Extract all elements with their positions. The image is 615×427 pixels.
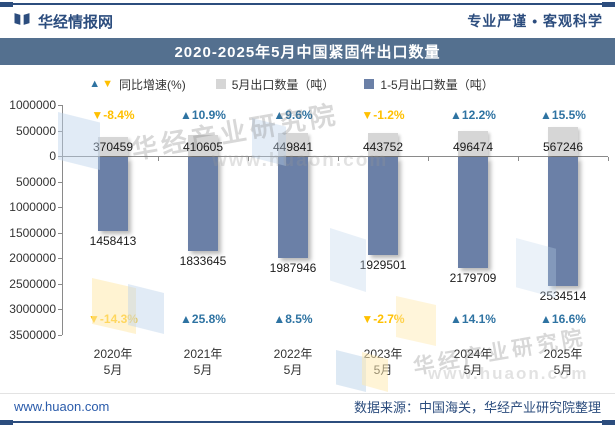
footer-site-link[interactable]: www.huaon.com [14,398,110,414]
jan-may-growth-label: ▲25.8% [180,312,226,326]
may-growth-label: ▲10.9% [180,108,226,122]
may-growth-label: ▲12.2% [450,108,496,122]
y-tick [58,283,62,285]
y-axis-line [62,105,63,335]
gray-swatch-icon [215,79,226,89]
legend-growth-label: 同比增速(%) [119,77,186,92]
jan-may-export-value: 2179709 [449,271,497,286]
y-tick [58,156,62,157]
x-axis-label: 2025年 5月 [543,347,583,377]
may-export-value: 410605 [182,140,224,154]
may-growth-label: ▼-1.2% [361,108,405,122]
y-axis-label: 1500000 [9,225,56,240]
top-border [0,1,615,7]
x-axis-label: 2021年 5月 [183,347,223,377]
may-export-bar [278,133,308,156]
may-export-bar [548,127,578,156]
may-growth-label: ▲15.5% [540,108,586,122]
legend-item-growth[interactable]: ▲ ▼ 同比增速(%) [89,76,185,93]
header: 华经情报网 专业严谨 • 客观科学 [0,8,615,34]
jan-may-growth-label: ▼-14.3% [88,312,138,326]
y-axis-label: 0 [49,149,56,163]
down-triangle-icon: ▼ [102,77,114,90]
jan-may-export-bar [368,157,398,256]
may-growth-label: ▼-8.4% [91,108,135,122]
y-axis-label: 500000 [15,123,56,138]
may-export-bar [458,130,488,156]
legend-may-label: 5月出口数量（吨） [231,77,335,92]
bottom-border-right-cap [602,419,615,425]
legend-item-may[interactable]: 5月出口数量（吨） [215,76,335,93]
jan-may-export-bar [188,157,218,251]
y-axis-label: 2500000 [9,276,56,291]
x-axis-label: 2023年 5月 [363,347,403,377]
legend-item-jan-may[interactable]: 1-5月出口数量（吨） [364,76,494,93]
brand[interactable]: 华经情报网 [12,10,113,32]
boundary-tick [518,157,519,161]
jan-may-export-value: 2534514 [539,289,587,304]
boundary-tick [248,157,249,161]
boundary-tick [608,157,609,161]
may-export-bar [368,133,398,156]
jan-may-export-bar [458,157,488,269]
may-export-value: 370459 [92,140,134,154]
jan-may-export-bar [98,157,128,232]
up-triangle-icon: ▲ [89,77,101,90]
may-export-value: 496474 [452,140,494,154]
footer: www.huaon.com 数据来源：中国海关，华经产业研究院整理 [0,393,615,418]
y-axis-label: 1000000 [9,98,56,112]
blue-swatch-icon [364,79,375,89]
y-tick [58,232,62,234]
may-export-value: 567246 [542,140,584,154]
y-axis-label: 1000000 [9,200,56,214]
y-axis-label: 2000000 [9,251,56,265]
top-border-left-cap [0,1,13,7]
top-border-right-cap [602,1,615,7]
may-export-bar [98,137,128,156]
jan-may-export-value: 1458413 [89,234,137,249]
jan-may-export-value: 1833645 [179,253,227,268]
legend-jan-may-label: 1-5月出口数量（吨） [380,77,494,92]
x-axis-label: 2020年 5月 [93,347,133,377]
jan-may-growth-label: ▲8.5% [273,312,313,326]
x-axis-label: 2024年 5月 [453,347,493,377]
legend: ▲ ▼ 同比增速(%) 5月出口数量（吨） 1-5月出口数量（吨） [0,74,599,94]
y-tick [58,258,62,259]
jan-may-export-bar [548,157,578,287]
brand-logo-icon [12,10,32,32]
jan-may-export-value: 1929501 [359,258,407,273]
jan-may-export-bar [278,157,308,259]
y-tick [58,130,62,132]
chart-title: 2020-2025年5月中国紧固件出口数量 [0,38,615,65]
bottom-border [0,419,615,425]
y-tick [58,105,62,106]
jan-may-growth-label: ▲14.1% [450,312,496,326]
y-tick [58,207,62,208]
footer-source: 数据来源：中国海关，华经产业研究院整理 [353,399,601,415]
zero-line [62,156,608,157]
may-export-bar [188,135,218,156]
jan-may-export-value: 1987946 [269,261,317,276]
may-export-value: 449841 [272,140,314,154]
y-tick [58,309,62,310]
jan-may-growth-label: ▲16.6% [540,312,586,326]
y-tick [58,334,62,336]
boundary-tick [338,157,339,161]
may-export-value: 443752 [362,140,404,154]
jan-may-growth-label: ▼-2.7% [361,312,405,326]
y-tick [58,181,62,183]
boundary-tick [428,157,429,161]
x-axis-label: 2022年 5月 [273,347,313,377]
y-axis-label: 500000 [15,174,56,189]
y-axis-label: 3000000 [9,302,56,316]
boundary-tick [158,157,159,161]
bar-chart: 1000000 500000 0 500000 1000000 1500000 200000… [0,98,615,392]
may-growth-label: ▲9.6% [273,108,313,122]
header-slogan: 专业严谨 • 客观科学 [467,13,603,29]
brand-name: 华经情报网 [38,13,114,31]
bottom-border-left-cap [0,419,13,425]
y-axis-label: 3500000 [9,327,56,342]
